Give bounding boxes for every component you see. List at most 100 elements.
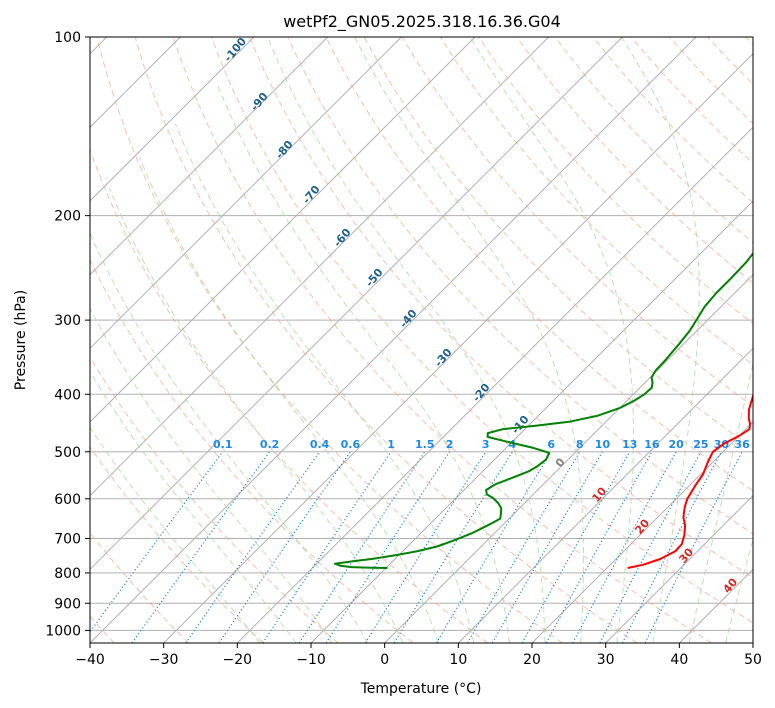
isotherm-line [457, 347, 753, 643]
x-tick-label: −30 [149, 652, 179, 668]
plot-frame [89, 36, 754, 644]
isotherm-line [310, 200, 753, 643]
isotherm-line [752, 642, 753, 643]
y-tick-label: 700 [54, 532, 81, 548]
x-tick-label: −20 [223, 652, 253, 668]
dry-adiabat-line [249, 37, 753, 579]
isotherm-line [90, 37, 550, 497]
y-axis-label: Pressure (hPa) [13, 290, 29, 390]
moist-adiabat-line [90, 307, 333, 643]
moist-adiabat-line [90, 231, 369, 643]
y-tick-label: 800 [54, 566, 81, 582]
x-tick-label: 20 [523, 652, 541, 668]
mixing-ratio-label: 1 [387, 438, 395, 451]
dry-adiabat-label: -20 [470, 381, 493, 405]
mixing-ratio-label: 0.6 [341, 438, 361, 451]
moist-adiabat-line [139, 157, 439, 643]
dry-adiabat-label: -40 [397, 307, 420, 331]
dry-adiabat-line [439, 37, 753, 366]
x-tick-label: −10 [296, 652, 326, 668]
y-tick-label: 900 [54, 596, 81, 612]
dry-adiabat-label: -30 [432, 346, 455, 370]
mixing-ratio-line [218, 451, 351, 643]
dry-adiabat-label: 40 [720, 575, 740, 595]
moist-adiabat-line [354, 37, 584, 643]
y-tick-label: 600 [54, 492, 81, 508]
dry-adiabat-label: -90 [248, 90, 271, 114]
mixing-ratio-label: 16 [644, 438, 660, 451]
y-tick-label: 200 [54, 209, 81, 225]
isotherm-line [90, 37, 329, 276]
dry-adiabat-label: 20 [632, 516, 652, 536]
dry-adiabat-line [90, 258, 414, 643]
mixing-ratio-label: 20 [669, 438, 685, 451]
mixing-ratio-label: 0.4 [310, 438, 330, 451]
mixing-ratio-label: 4 [509, 438, 517, 451]
moist-adiabat-line [725, 537, 753, 643]
mixing-ratio-label: 25 [693, 438, 708, 451]
x-tick-label: 50 [744, 652, 762, 668]
x-tick-label: 10 [449, 652, 467, 668]
isotherm-line [90, 37, 697, 643]
mixing-ratio-line [131, 451, 271, 643]
temperature-profile-line [627, 391, 753, 569]
x-tick-label: 0 [380, 652, 389, 668]
y-tick-label: 500 [54, 445, 81, 461]
mixing-ratio-label: 13 [622, 438, 637, 451]
y-tick-label: 100 [54, 30, 81, 46]
mixing-ratio-line [298, 451, 426, 643]
dry-adiabat-line [516, 37, 753, 284]
chart-title: wetPf2_GN05.2025.318.16.36.G04 [283, 12, 561, 32]
x-axis: −40 −30 −20 −10 0 10 20 30 40 50 [75, 643, 762, 668]
x-tick-label: 40 [670, 652, 688, 668]
moist-adiabat-line [109, 188, 404, 643]
mixing-ratio-labels: 0.1 0.2 0.4 0.6 1 1.5 2 3 4 6 8 10 13 16 20 25 30 36 [213, 438, 750, 451]
mixing-ratio-line [185, 451, 321, 643]
dry-adiabat-line [90, 445, 264, 643]
dry-adiabat-line [90, 148, 488, 643]
dry-adiabat-line [90, 355, 339, 643]
dry-adiabat-line [96, 37, 563, 643]
isotherm-line [90, 37, 623, 571]
mixing-ratio-label: 0.1 [213, 438, 233, 451]
dry-adiabat-label: -80 [273, 138, 296, 162]
moist-adiabat-line [267, 37, 546, 643]
x-tick-label: 30 [597, 652, 615, 668]
isotherm-line [90, 37, 402, 350]
mixing-ratio-label: 1.5 [415, 438, 435, 451]
mixing-ratio-line [435, 451, 552, 643]
background-lines [90, 37, 753, 643]
isotherm-line [605, 494, 753, 643]
isotherm-line [90, 37, 476, 423]
moist-adiabat-line [688, 361, 753, 643]
dewpoint-profile-line [334, 251, 753, 569]
x-tick-label: −40 [75, 652, 105, 668]
mixing-ratio-label: 36 [734, 438, 750, 451]
moist-adiabat-line [90, 370, 297, 643]
moist-adiabat-line [216, 83, 510, 643]
dry-adiabat-label: 0 [553, 455, 568, 469]
dry-adiabat-line [554, 37, 753, 244]
isotherm-line [90, 37, 255, 202]
mixing-ratio-label: 10 [595, 438, 611, 451]
isotherm-line [531, 421, 753, 643]
dry-adiabat-label: -10 [509, 413, 532, 437]
mixing-ratio-line [90, 451, 224, 633]
isotherm-line [163, 52, 753, 643]
mixing-ratio-label: 0.2 [260, 438, 280, 451]
profile-lines [334, 251, 753, 569]
moist-adiabat-line [469, 37, 634, 643]
dry-adiabat-line [287, 37, 753, 535]
dry-adiabat-line [172, 37, 712, 643]
mixing-ratio-label: 3 [482, 438, 490, 451]
moist-adiabat-line [174, 123, 475, 643]
dry-adiabat-line [211, 37, 753, 624]
mixing-ratio-label: 8 [576, 438, 584, 451]
mixing-ratio-line [491, 451, 604, 643]
mixing-ratio-line [644, 451, 743, 643]
mixing-ratio-line [572, 451, 677, 643]
y-axis: 100 200 300 400 500 600 700 800 900 1000 [45, 30, 90, 639]
moist-adiabat-line [90, 426, 261, 643]
